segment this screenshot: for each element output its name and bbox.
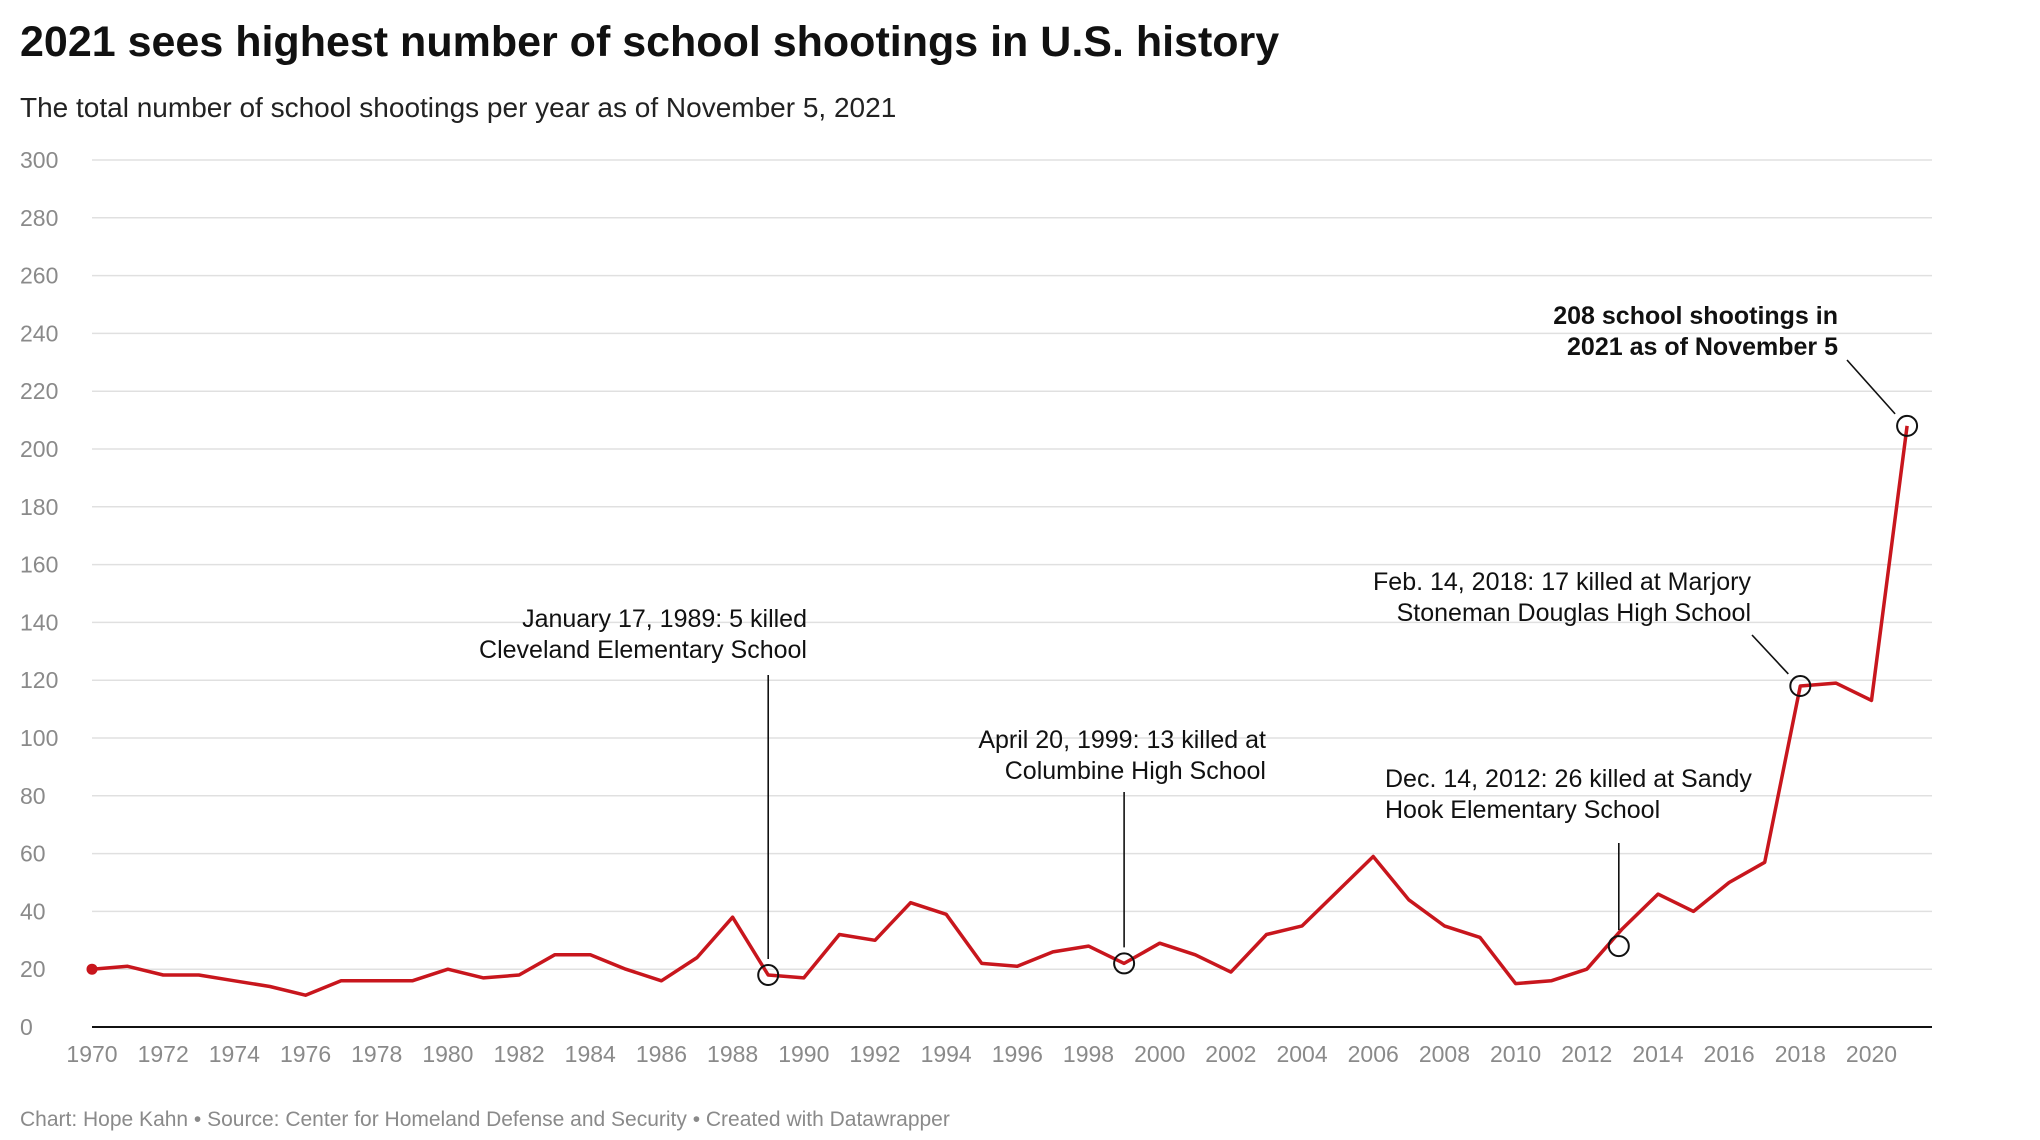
y-tick-label: 80	[20, 783, 46, 809]
annotation-marker	[1896, 414, 1919, 437]
annotation-marker	[1113, 952, 1136, 975]
x-tick-label: 2008	[1419, 1041, 1470, 1067]
x-tick-label: 2000	[1134, 1041, 1185, 1067]
y-tick-label: 100	[20, 725, 58, 751]
x-tick-label: 1986	[636, 1041, 687, 1067]
y-tick-label: 60	[20, 841, 46, 867]
annotation-marker	[757, 963, 780, 986]
series-line-path	[91, 425, 1909, 997]
annotation-label: 208 school shootings in	[1553, 302, 1838, 330]
annotation-label: Cleveland Elementary School	[479, 636, 807, 664]
x-tick-label: 2002	[1205, 1041, 1256, 1067]
x-tick-label: 2016	[1704, 1041, 1755, 1067]
annotation-label: Columbine High School	[1005, 757, 1266, 785]
x-tick-label: 1990	[778, 1041, 829, 1067]
line-chart: 0 20 40 60 80 100 120 140 160 180 200 220 240 260 280 3…	[20, 147, 1932, 1067]
annotation-marker	[1789, 674, 1812, 697]
y-tick-label: 200	[20, 436, 58, 462]
x-tick-label: 1974	[209, 1041, 260, 1067]
y-tick-label: 120	[20, 667, 58, 693]
x-tick-label: 1972	[138, 1041, 189, 1067]
series-line	[86, 425, 1909, 997]
x-tick-label: 2020	[1846, 1041, 1897, 1067]
series-start-point	[86, 963, 98, 975]
x-tick-label: 2012	[1561, 1041, 1612, 1067]
y-tick-label: 0	[20, 1014, 33, 1040]
annotation-leader-line	[1846, 359, 1896, 415]
x-tick-label: 2010	[1490, 1041, 1541, 1067]
annotation-label: January 17, 1989: 5 killed	[522, 605, 807, 633]
annotation: Dec. 14, 2012: 26 killed at Sandy Hook El…	[1385, 765, 1752, 958]
x-tick-label: 1982	[493, 1041, 544, 1067]
annotation-label: Feb. 14, 2018: 17 killed at Marjory	[1373, 568, 1751, 596]
x-axis-ticks: 1970 1972 1974 1976 1978 1980 1982 1984 1986 1988…	[66, 1041, 1897, 1067]
annotation-label: Hook Elementary School	[1385, 796, 1660, 824]
x-tick-label: 2018	[1775, 1041, 1826, 1067]
x-tick-label: 1992	[849, 1041, 900, 1067]
y-tick-label: 160	[20, 552, 58, 578]
y-tick-label: 140	[20, 609, 58, 635]
x-tick-label: 1994	[921, 1041, 972, 1067]
annotation: Feb. 14, 2018: 17 killed at Marjory Stone…	[1373, 568, 1812, 697]
annotation: January 17, 1989: 5 killed Cleveland Elem…	[479, 605, 807, 986]
y-tick-label: 300	[20, 147, 58, 173]
x-tick-label: 1976	[280, 1041, 331, 1067]
x-tick-label: 1996	[992, 1041, 1043, 1067]
chart-subtitle: The total number of school shootings per…	[20, 92, 897, 123]
x-tick-label: 2004	[1276, 1041, 1327, 1067]
y-tick-label: 20	[20, 956, 46, 982]
x-tick-label: 1980	[422, 1041, 473, 1067]
x-tick-label: 2006	[1348, 1041, 1399, 1067]
x-tick-label: 2014	[1632, 1041, 1683, 1067]
annotation: 208 school shootings in 2021 as of Novemb…	[1553, 302, 1919, 437]
y-tick-label: 240	[20, 320, 58, 346]
annotation-label: Stoneman Douglas High School	[1397, 599, 1751, 627]
y-tick-label: 180	[20, 494, 58, 520]
y-axis-ticks: 0 20 40 60 80 100 120 140 160 180 200 220 240 260 280 3…	[20, 147, 58, 1040]
x-tick-label: 1970	[66, 1041, 117, 1067]
x-tick-label: 1988	[707, 1041, 758, 1067]
annotations: January 17, 1989: 5 killed Cleveland Elem…	[479, 302, 1919, 986]
annotation: April 20, 1999: 13 killed at Columbine Hi…	[978, 726, 1266, 975]
x-tick-label: 1978	[351, 1041, 402, 1067]
y-tick-label: 220	[20, 378, 58, 404]
annotation-leader-line	[1751, 634, 1789, 675]
x-tick-label: 1984	[565, 1041, 616, 1067]
chart-title: 2021 sees highest number of school shoot…	[20, 18, 1280, 66]
annotation-label: April 20, 1999: 13 killed at	[978, 726, 1266, 754]
x-tick-label: 1998	[1063, 1041, 1114, 1067]
gridlines	[92, 159, 1932, 1028]
annotation-label: 2021 as of November 5	[1567, 333, 1838, 361]
annotation-marker	[1607, 935, 1630, 958]
annotation-label: Dec. 14, 2012: 26 killed at Sandy	[1385, 765, 1752, 793]
chart-footer: Chart: Hope Kahn • Source: Center for Ho…	[20, 1108, 950, 1131]
y-tick-label: 40	[20, 898, 46, 924]
y-tick-label: 260	[20, 263, 58, 289]
y-tick-label: 280	[20, 205, 58, 231]
